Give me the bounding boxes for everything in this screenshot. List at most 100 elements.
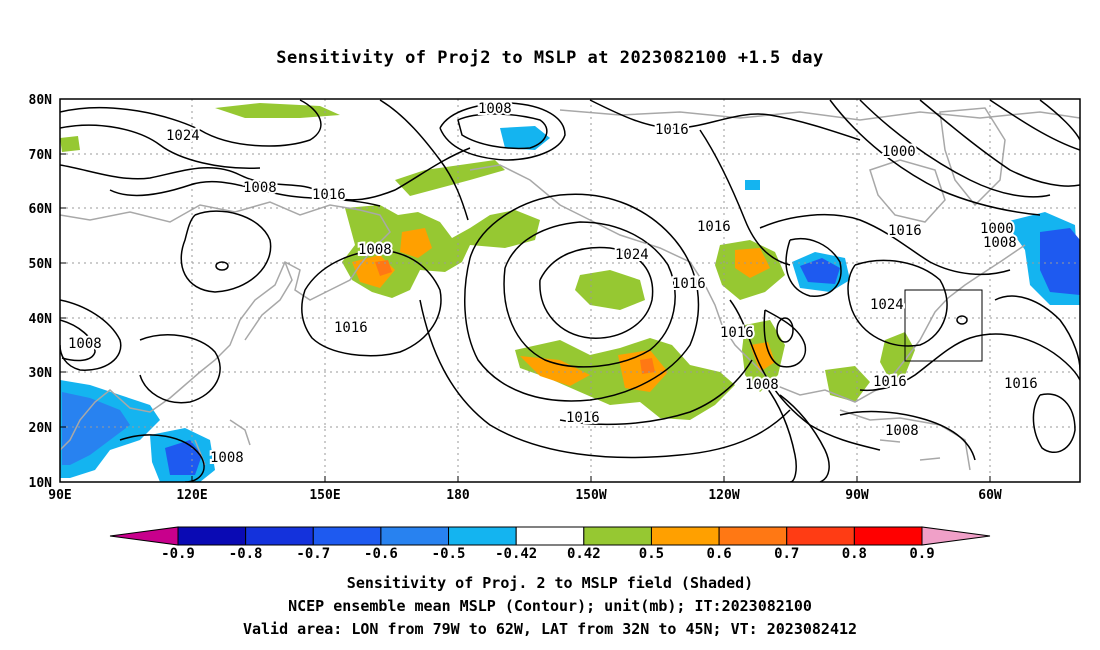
contour-label: 1016 (873, 374, 907, 390)
shade-blue-region (500, 126, 550, 150)
contour-label: 1008 (243, 180, 277, 196)
contour-label: 1016 (334, 320, 368, 336)
isobar (60, 319, 96, 362)
lat-label: 50N (29, 257, 53, 272)
colorbar-label: -0.42 (495, 546, 537, 562)
footer-caption-valid-area: Valid area: LON from 79W to 62W, LAT fro… (242, 620, 858, 638)
colorbar-left-arrow (109, 526, 179, 546)
contour-label: 1008 (68, 336, 102, 352)
isobar (779, 394, 830, 482)
coastline-japan (244, 261, 293, 341)
colorbar-swatch (177, 526, 247, 546)
latitude-labels: 80N 70N 60N 50N 40N 30N 20N 10N (29, 93, 53, 491)
shade-blue-region (165, 440, 202, 475)
colorbar-label: 0.5 (639, 546, 664, 562)
isobar (60, 99, 322, 147)
isobar (464, 193, 700, 402)
isobar (829, 99, 1041, 216)
coastline-central-america (839, 409, 971, 471)
colorbar-swatch (786, 526, 855, 546)
longitude-labels: 90E 120E 150E 180 150W 120W 90W 60W (48, 488, 1002, 503)
isobar (301, 249, 442, 357)
axis-ticks (60, 98, 991, 482)
contour-labels: 1008 1024 1016 1016 1000 1008 1016 1000 … (66, 99, 1040, 468)
lon-label: 150W (575, 488, 606, 503)
shade-green-region (575, 270, 645, 310)
isobar (859, 333, 1080, 392)
isobar (1039, 99, 1080, 141)
colorbar-swatch (583, 526, 652, 546)
contour-label: 1016 (672, 276, 706, 292)
lat-label: 30N (29, 366, 53, 381)
shade-red-region (375, 260, 392, 276)
lat-label: 70N (29, 148, 53, 163)
colorbar-label: -0.9 (161, 546, 195, 562)
colorbar-swatch (515, 526, 585, 546)
contour-label: 1024 (615, 247, 649, 263)
colorbar-label: -0.5 (432, 546, 466, 562)
map-area: 1008 1024 1016 1016 1000 1008 1016 1000 … (60, 99, 1080, 482)
isobar (729, 299, 881, 451)
colorbar-label: 0.8 (842, 546, 867, 562)
shade-green-region (215, 103, 340, 118)
contour-label: 1016 (566, 410, 600, 426)
colorbar-segments (177, 526, 923, 546)
shade-blue-region (800, 258, 840, 284)
contour-label: 1024 (870, 297, 904, 313)
shade-blue-region (745, 180, 760, 190)
colorbar: -0.9 -0.8 -0.7 -0.6 -0.5 -0.42 0.42 0.5 0.6 0.7 0.… (109, 526, 991, 562)
colorbar-label: -0.8 (229, 546, 263, 562)
isobar (764, 384, 797, 482)
isobar (956, 315, 968, 325)
coastline-asia (60, 201, 391, 451)
isobar (109, 180, 381, 207)
isobar (503, 221, 676, 368)
isobar (1032, 393, 1076, 453)
contour-label: 1008 (745, 377, 779, 393)
isobar (994, 295, 1080, 371)
isobar (919, 99, 1080, 187)
shade-orange-region (520, 356, 590, 386)
isobar (379, 99, 469, 221)
lon-label: 60W (978, 488, 1002, 503)
contour-label: 1008 (885, 423, 919, 439)
isobar (419, 299, 791, 459)
colorbar-swatch (245, 526, 314, 546)
shade-green-region (880, 332, 915, 380)
colorbar-label: 0.9 (909, 546, 934, 562)
isobar (119, 434, 205, 482)
isobar (180, 210, 272, 293)
contour-label: 1024 (166, 128, 200, 144)
contour-label: 1016 (697, 219, 731, 235)
isobar (763, 309, 807, 368)
contour-label: 1008 (210, 450, 244, 466)
coastline-islands (194, 419, 941, 466)
contour-label: 1000 (980, 221, 1014, 237)
isobar (785, 238, 842, 297)
isobar (759, 213, 1011, 276)
shade-blue-region (1040, 228, 1080, 295)
colorbar-swatch (853, 526, 923, 546)
lat-label: 40N (29, 312, 53, 327)
coastline-hudson-bay (869, 159, 946, 223)
isobar (589, 99, 861, 141)
contour-label: 1008 (478, 101, 512, 117)
lat-label: 10N (29, 476, 53, 491)
contour-label: 1000 (882, 144, 916, 160)
contour-label: 1016 (312, 187, 346, 203)
lon-label: 120W (708, 488, 739, 503)
colorbar-label: -0.7 (296, 546, 330, 562)
map-title: Sensitivity of Proj2 to MSLP at 20230821… (276, 48, 824, 68)
shade-blue-region (62, 392, 130, 465)
footer-caption-contour: NCEP ensemble mean MSLP (Contour); unit(… (288, 597, 812, 615)
lon-label: 150E (309, 488, 340, 503)
lat-lon-grid (60, 99, 1080, 482)
lat-label: 20N (29, 421, 53, 436)
footer-caption-shading: Sensitivity of Proj. 2 to MSLP field (Sh… (346, 574, 754, 592)
shade-green-region (395, 160, 505, 196)
isobar (839, 410, 976, 461)
lat-label: 80N (29, 93, 53, 108)
shade-orange-region (400, 228, 432, 258)
isobar (60, 299, 122, 371)
